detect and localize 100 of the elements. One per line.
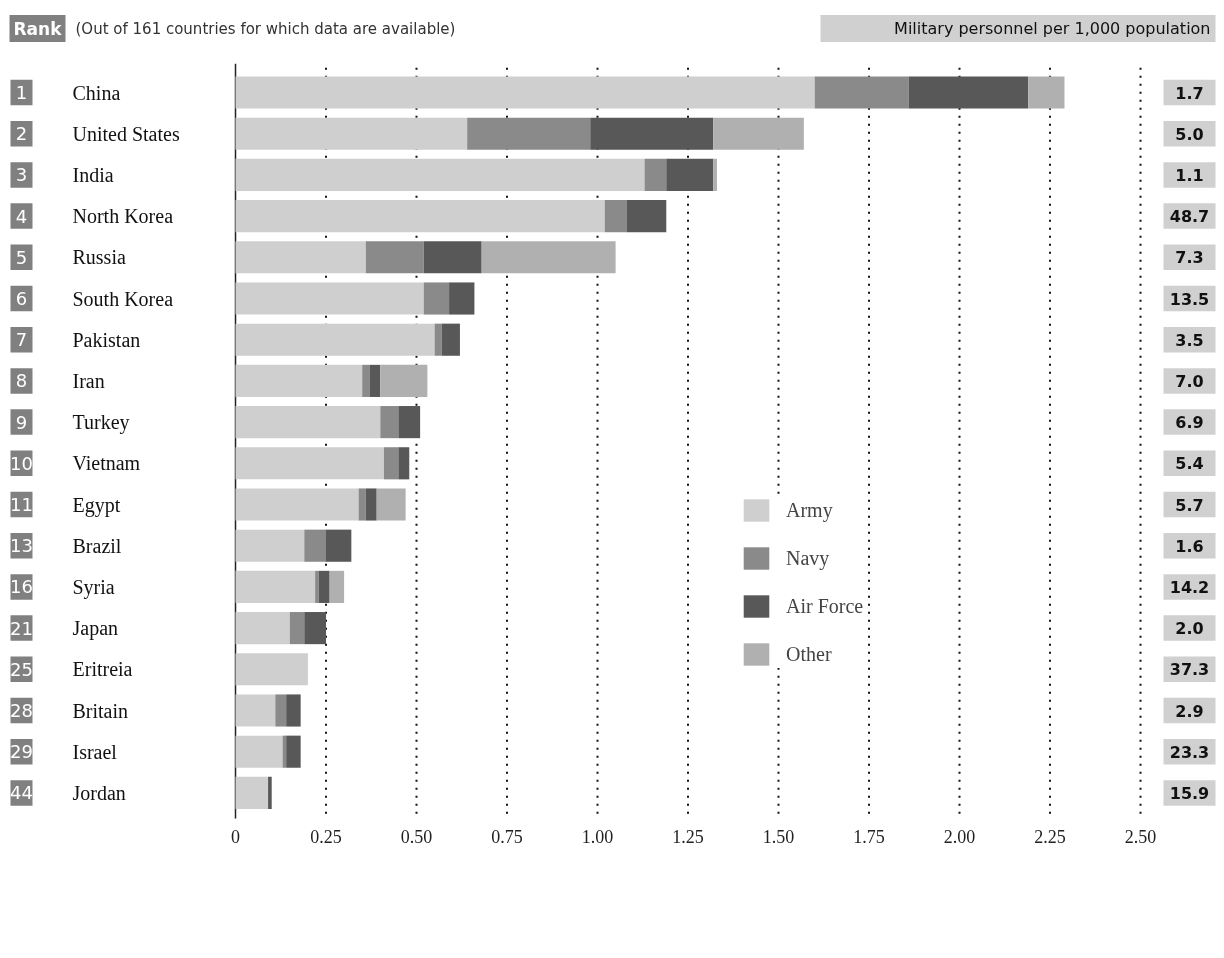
bar (235, 76, 815, 109)
y-tick-label: India (72, 163, 114, 186)
text: 7.3 (1175, 248, 1204, 268)
text: 29 (10, 741, 33, 763)
text: 28 (10, 700, 33, 721)
bar (362, 364, 370, 397)
x-tick-label: 2.00 (943, 826, 976, 847)
bar (318, 570, 330, 603)
text: 5.7 (1175, 495, 1204, 515)
text: 13.5 (1169, 289, 1210, 309)
bar (329, 570, 345, 603)
bar (908, 76, 1029, 109)
text: 5.4 (1175, 454, 1204, 474)
x-tick-label: 0 (231, 826, 240, 847)
bar (235, 282, 424, 315)
bar (383, 447, 399, 480)
bar (449, 282, 475, 315)
bar (235, 488, 359, 521)
bar (434, 323, 442, 356)
x-tick-label: 0.25 (310, 826, 342, 847)
bar (398, 406, 421, 439)
bar (235, 406, 381, 439)
bar (358, 488, 366, 521)
y-tick-label: Vietnam (72, 452, 141, 475)
text: 2.0 (1175, 619, 1204, 639)
text: 4 (15, 205, 28, 227)
text: 15.9 (1169, 783, 1210, 803)
y-tick-label: Brazil (72, 534, 122, 557)
bar (326, 529, 352, 562)
text: 13 (10, 535, 33, 557)
y-tick-label: Iran (72, 369, 105, 392)
text: 23.3 (1169, 742, 1210, 762)
y-tick-label: Israel (72, 740, 118, 763)
text: 11 (10, 494, 33, 515)
bar (268, 776, 272, 809)
text: 6 (15, 288, 28, 309)
text: 6.9 (1175, 413, 1204, 433)
text: 10 (10, 452, 33, 474)
x-tick-label: 1.25 (672, 826, 704, 847)
x-tick-label: 0.50 (400, 826, 433, 847)
text: 5.0 (1175, 124, 1204, 144)
y-tick-label: Turkey (72, 411, 130, 435)
text: 14.2 (1169, 577, 1210, 597)
bar (235, 117, 468, 150)
text: 48.7 (1169, 207, 1210, 227)
bar (235, 776, 269, 809)
y-tick-label: South Korea (72, 287, 174, 310)
bar (626, 200, 667, 233)
text: 1.6 (1175, 536, 1204, 556)
y-tick-label: Jordan (72, 781, 126, 804)
bar (304, 529, 326, 562)
bar (315, 570, 319, 603)
x-tick-label: 2.50 (1124, 826, 1157, 847)
text: 1.1 (1175, 165, 1204, 185)
y-tick-label: North Korea (72, 205, 174, 228)
y-tick-label: Egypt (72, 493, 121, 517)
bar (365, 488, 377, 521)
bar (604, 200, 627, 233)
y-tick-label: Britain (72, 699, 129, 722)
bar (289, 612, 305, 645)
bar (666, 158, 714, 191)
bar (235, 200, 605, 233)
bar (235, 323, 435, 356)
bar (380, 364, 428, 397)
text: 21 (10, 617, 33, 639)
bar (235, 612, 290, 645)
bar (365, 241, 424, 274)
text: 1 (15, 82, 28, 103)
y-tick-label: Russia (72, 246, 126, 269)
text: 7 (15, 329, 28, 351)
bar (235, 529, 305, 562)
text: 7.0 (1175, 371, 1204, 391)
bar (235, 241, 366, 274)
bar (713, 158, 717, 191)
legend-label: Air Force (786, 594, 864, 618)
bar (286, 694, 301, 727)
bar (376, 488, 406, 521)
bar (814, 76, 909, 109)
bar (235, 447, 384, 480)
text: 3 (15, 164, 28, 186)
text: 2 (15, 123, 28, 145)
y-tick-label: China (72, 81, 121, 104)
text: 2.9 (1175, 701, 1204, 721)
text: (Out of 161 countries for which data are available) (75, 19, 456, 38)
bar (441, 323, 460, 356)
y-tick-label: United States (72, 122, 180, 145)
text: Military personnel per 1,000 population (894, 19, 1211, 38)
bar (398, 447, 410, 480)
legend-label: Navy (786, 546, 830, 570)
text: 25 (10, 658, 33, 680)
bar (1028, 76, 1065, 109)
bar (590, 117, 714, 150)
bar (423, 241, 482, 274)
y-tick-label: Syria (72, 575, 115, 599)
y-tick-label: Eritreia (72, 658, 133, 681)
bar (235, 653, 308, 686)
text: 1.7 (1175, 83, 1204, 103)
text: 3.5 (1175, 330, 1204, 350)
text: 16 (10, 576, 33, 598)
bar (304, 612, 326, 645)
